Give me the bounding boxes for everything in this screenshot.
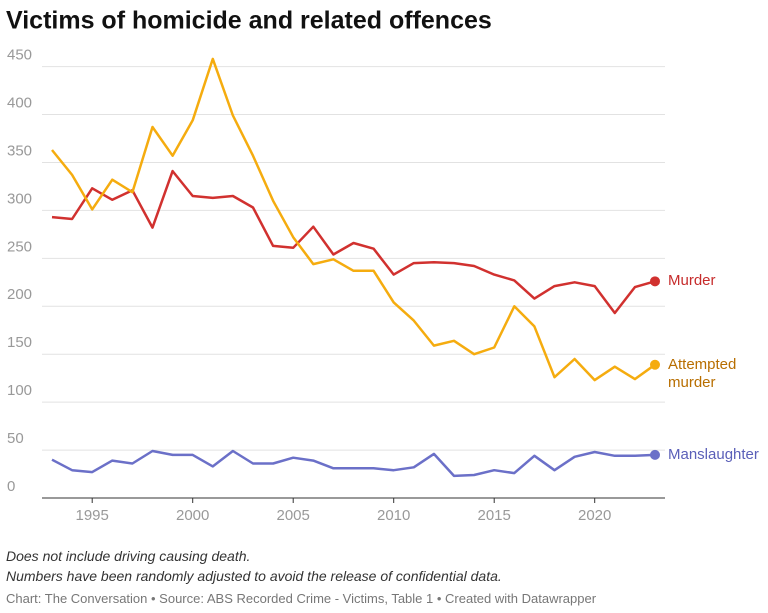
y-tick-label: 250: [7, 238, 32, 255]
y-tick-label: 350: [7, 142, 32, 159]
end-dot: [650, 276, 660, 287]
end-dot: [650, 359, 660, 370]
x-tick-label: 2010: [377, 507, 410, 524]
x-tick-label: 2015: [478, 507, 511, 524]
y-tick-label: 0: [7, 478, 15, 495]
series-line: [51, 169, 656, 315]
x-tick-label: 2020: [578, 507, 611, 524]
note: Numbers have been randomly adjusted to a…: [6, 568, 502, 584]
series-label: Attempted murder: [668, 355, 737, 391]
y-tick-label: 50: [7, 430, 24, 447]
series-label: Murder: [668, 272, 716, 290]
end-dot: [650, 449, 660, 460]
x-tick-label: 2005: [277, 507, 310, 524]
x-tick-label: 2000: [176, 507, 209, 524]
source: Chart: The Conversation • Source: ABS Re…: [6, 591, 597, 606]
series-line: [51, 449, 656, 478]
series-label: Manslaughter: [668, 445, 759, 463]
y-tick-label: 200: [7, 286, 32, 303]
note: Does not include driving causing death.: [6, 548, 251, 564]
y-tick-label: 450: [7, 47, 32, 64]
y-tick-label: 100: [7, 382, 32, 399]
y-tick-label: 300: [7, 190, 32, 207]
y-tick-label: 400: [7, 94, 32, 111]
y-tick-label: 150: [7, 334, 32, 351]
chart-title: Victims of homicide and related offences: [6, 7, 492, 35]
series-line: [51, 57, 656, 382]
x-tick-label: 1995: [76, 507, 109, 524]
